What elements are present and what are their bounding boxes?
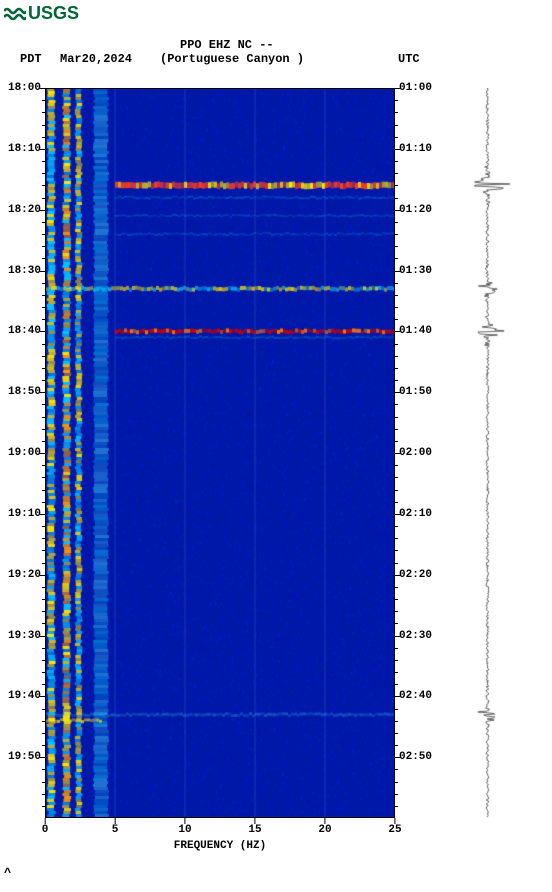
date-label: Mar20,2024 — [60, 52, 132, 66]
time-tick-right: 02:00 — [395, 447, 450, 459]
time-tick-right: 01:30 — [395, 265, 450, 277]
time-tick-left: 18:20 — [0, 204, 45, 216]
time-tick-right: 02:10 — [395, 508, 450, 520]
time-tick-left: 19:30 — [0, 630, 45, 642]
freq-tick: 5 — [112, 818, 119, 836]
time-tick-left: 19:40 — [0, 690, 45, 702]
left-tz-label: PDT — [20, 52, 42, 66]
time-tick-right: 02:50 — [395, 751, 450, 763]
spectrogram — [45, 88, 395, 818]
station-location: (Portuguese Canyon ) — [160, 52, 304, 66]
freq-tick: 10 — [178, 818, 191, 836]
time-tick-left: 19:50 — [0, 751, 45, 763]
plot-area: 18:00 18:10 18:20 18:30 18:40 18:50 19:00 19:10… — [0, 80, 552, 880]
time-axis-left: 18:0018:1018:2018:3018:4018:5019:0019:10… — [0, 88, 45, 818]
time-axis-right: 01:0001:1001:2001:3001:4001:5002:0002:10… — [395, 88, 450, 818]
time-tick-right: 02:20 — [395, 569, 450, 581]
waveform-trace — [460, 88, 515, 818]
time-tick-left: 19:20 — [0, 569, 45, 581]
time-tick-left: 19:10 — [0, 508, 45, 520]
time-tick-left: 19:00 — [0, 447, 45, 459]
station-code: PPO EHZ NC -- — [180, 38, 274, 52]
time-tick-right: 01:00 — [395, 82, 450, 94]
freq-tick: 25 — [388, 818, 401, 836]
freq-tick: 0 — [42, 818, 49, 836]
caret-mark: ^ — [4, 866, 11, 880]
time-tick-right: 02:40 — [395, 690, 450, 702]
right-tz-label: UTC — [398, 52, 420, 66]
time-tick-right: 01:40 — [395, 325, 450, 337]
time-tick-left: 18:50 — [0, 386, 45, 398]
frequency-axis: FREQUENCY (HZ) 0510152025 — [45, 818, 395, 868]
time-tick-right: 01:50 — [395, 386, 450, 398]
page-root: USGS PPO EHZ NC -- (Portuguese Canyon ) … — [0, 0, 552, 892]
time-tick-left: 18:10 — [0, 143, 45, 155]
time-tick-right: 01:20 — [395, 204, 450, 216]
freq-tick: 15 — [248, 818, 261, 836]
x-axis-label: FREQUENCY (HZ) — [45, 840, 395, 852]
time-tick-left: 18:40 — [0, 325, 45, 337]
usgs-logo: USGS — [4, 3, 79, 24]
freq-tick: 20 — [318, 818, 331, 836]
usgs-logo-text: USGS — [28, 3, 79, 24]
time-tick-left: 18:00 — [0, 82, 45, 94]
time-tick-right: 01:10 — [395, 143, 450, 155]
time-tick-left: 18:30 — [0, 265, 45, 277]
time-tick-right: 02:30 — [395, 630, 450, 642]
usgs-wave-icon — [4, 5, 26, 23]
